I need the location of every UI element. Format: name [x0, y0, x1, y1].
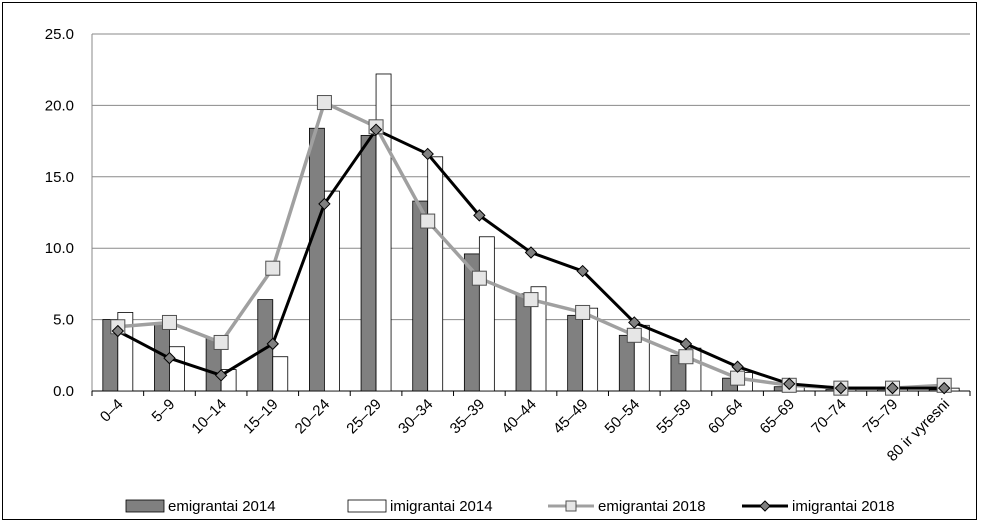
marker-diamond	[628, 316, 641, 329]
bar-1	[478, 236, 495, 392]
y-tick-label: 10.0	[45, 240, 74, 257]
marker-square	[471, 270, 487, 286]
x-tick-label: 5–9	[149, 396, 179, 426]
legend-swatch	[125, 499, 165, 513]
marker-square	[575, 304, 591, 320]
x-tick-label: 70–74	[808, 396, 850, 438]
marker-diamond	[473, 209, 486, 222]
marker-diamond	[576, 264, 589, 278]
marker-square	[523, 292, 539, 308]
y-tick-label: 20.0	[45, 97, 74, 114]
marker-square	[161, 314, 177, 330]
marker-square	[678, 349, 694, 365]
bar-1	[427, 156, 444, 392]
marker-diamond	[266, 337, 279, 351]
marker-diamond	[214, 369, 228, 382]
x-tick-label: 30–34	[395, 396, 437, 438]
bar-0	[309, 127, 325, 392]
bar-1	[169, 346, 185, 392]
marker-diamond	[369, 123, 383, 136]
bar-0	[515, 293, 532, 392]
marker-square	[265, 260, 281, 276]
marker-square	[316, 95, 332, 111]
legend-label: emigrantai 2014	[168, 498, 276, 515]
bar-1	[324, 190, 340, 392]
bar-0	[360, 134, 377, 392]
marker-diamond	[318, 197, 331, 211]
marker-diamond	[886, 381, 899, 395]
marker-diamond	[524, 246, 538, 259]
x-tick-label: 55–59	[653, 396, 695, 438]
legend-marker-diamond	[759, 500, 771, 512]
bar-1	[375, 73, 392, 392]
legend-swatch	[347, 499, 387, 513]
marker-diamond	[421, 147, 434, 161]
marker-diamond	[783, 377, 796, 391]
x-tick-label: 75–79	[860, 396, 902, 438]
marker-square	[626, 327, 642, 343]
x-tick-label: 50–54	[602, 396, 644, 438]
x-tick-label: 45–49	[550, 396, 592, 438]
x-tick-label: 60–64	[705, 396, 747, 438]
bar-0	[618, 334, 635, 392]
y-tick-label: 0.0	[53, 383, 74, 400]
bar-0	[412, 200, 429, 392]
x-tick-label: 65–69	[757, 396, 799, 438]
x-tick-label: 25–29	[343, 396, 385, 438]
legend-label: imigrantai 2018	[792, 498, 895, 515]
legend-label: emigrantai 2018	[598, 498, 706, 515]
x-tick-label: 20–24	[292, 396, 334, 438]
marker-diamond	[937, 381, 951, 395]
x-tick-label: 40–44	[498, 396, 540, 438]
x-tick-label: 15–19	[240, 396, 282, 438]
marker-square	[213, 334, 229, 350]
marker-diamond	[834, 381, 848, 395]
marker-diamond	[731, 360, 744, 373]
bar-1	[582, 307, 599, 392]
marker-diamond	[679, 337, 693, 351]
bar-1	[530, 286, 547, 392]
bar-0	[567, 314, 584, 392]
x-tick-label: 10–14	[188, 396, 230, 438]
y-tick-label: 25.0	[45, 26, 74, 43]
legend-label: imigrantai 2014	[390, 498, 493, 515]
marker-diamond	[111, 324, 125, 338]
x-tick-label: 35–39	[447, 396, 489, 438]
marker-diamond	[163, 351, 176, 365]
marker-square	[730, 370, 746, 386]
marker-square	[420, 213, 436, 229]
x-tick-label: 0–4	[97, 396, 127, 426]
y-tick-label: 5.0	[53, 312, 74, 329]
y-tick-label: 15.0	[45, 169, 74, 186]
legend-marker-square	[565, 500, 577, 512]
bar-1	[272, 356, 289, 392]
